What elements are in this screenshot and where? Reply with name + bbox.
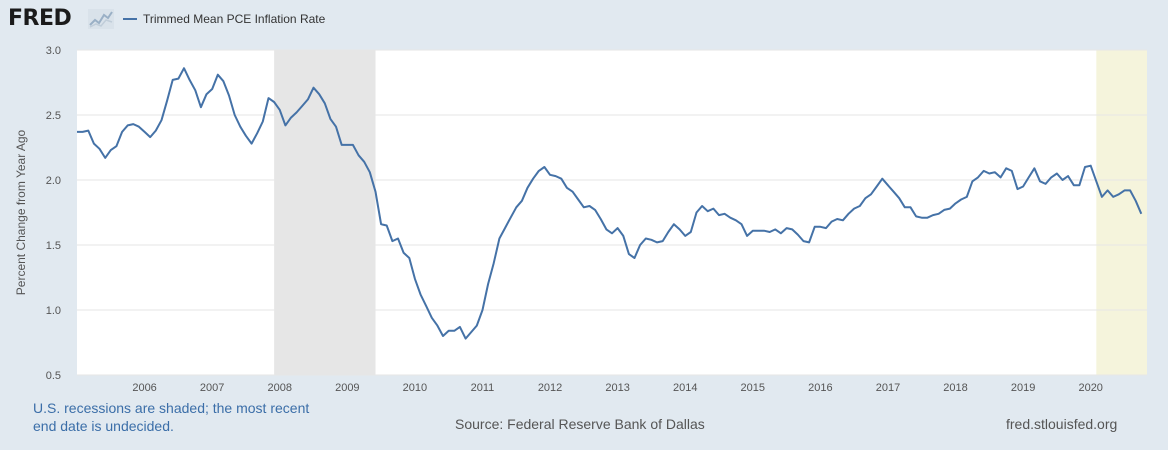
x-tick-label: 2010 (403, 382, 427, 394)
line-chart[interactable]: 0.5 1.0 1.5 2.0 2.5 3.0 2006 2007 2008 2009 2010 20… (0, 0, 1168, 400)
x-tick-label: 2007 (200, 382, 224, 394)
x-tick-label: 2014 (673, 382, 697, 394)
y-tick-label: 2.5 (46, 110, 61, 122)
legend-label: Trimmed Mean PCE Inflation Rate (143, 12, 326, 26)
x-tick-label: 2006 (132, 382, 156, 394)
x-tick-label: 2015 (741, 382, 765, 394)
fred-logo[interactable]: FRED (8, 6, 72, 31)
recession-note: U.S. recessions are shaded; the most rec… (33, 400, 310, 434)
x-tick-label: 2013 (605, 382, 629, 394)
y-tick-label: 1.5 (46, 240, 61, 252)
x-tick-label: 2008 (267, 382, 291, 394)
fred-logo-graph-icon (88, 9, 114, 29)
y-tick-label: 3.0 (46, 45, 61, 57)
x-tick-label: 2016 (808, 382, 832, 394)
y-tick-label: 1.0 (46, 305, 61, 317)
series-line (77, 67, 1143, 340)
recession-shade (274, 50, 376, 375)
plot-area (77, 50, 1147, 375)
x-tick-label: 2018 (943, 382, 967, 394)
x-tick-label: 2011 (471, 382, 495, 394)
fred-url[interactable]: fred.stlouisfed.org (1006, 416, 1118, 432)
source-text: Source: Federal Reserve Bank of Dallas (455, 416, 705, 432)
y-tick-label: 2.0 (46, 175, 61, 187)
y-axis-label: Percent Change from Year Ago (14, 129, 28, 295)
x-tick-label: 2009 (335, 382, 359, 394)
recession-shade (1096, 50, 1147, 375)
x-tick-label: 2019 (1011, 382, 1035, 394)
chart-legend[interactable]: Trimmed Mean PCE Inflation Rate (123, 10, 325, 28)
x-tick-label: 2020 (1078, 382, 1102, 394)
legend-line-swatch (123, 18, 137, 20)
y-tick-label: 0.5 (46, 370, 61, 382)
x-tick-label: 2017 (876, 382, 900, 394)
x-tick-label: 2012 (538, 382, 562, 394)
